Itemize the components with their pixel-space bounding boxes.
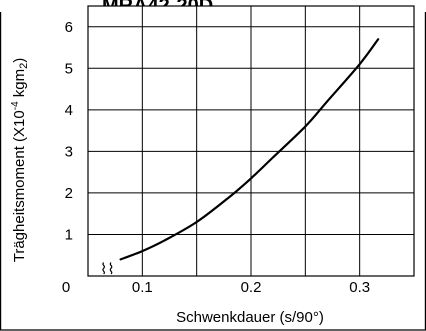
- y-tick-label: 3: [65, 143, 73, 160]
- series-line: [119, 38, 380, 261]
- y-tick-label: 1: [65, 226, 73, 243]
- y-axis-title: Trägheitsmoment (X10-4 kgm2): [10, 58, 30, 263]
- grid: [88, 6, 414, 276]
- y-tick-label: 4: [65, 102, 73, 119]
- x-tick-label: 0.2: [241, 279, 262, 296]
- y-axis-title-sub: 2: [18, 63, 30, 69]
- x-axis-title: Schwenkdauer (s/90°): [176, 309, 324, 326]
- x-origin-label: 0: [62, 279, 70, 296]
- x-tick-label: 0.1: [132, 279, 153, 296]
- y-axis-title-prefix: Trägheitsmoment (X10: [11, 110, 28, 262]
- x-tick-labels: 0.1 0.2 0.3: [132, 279, 370, 296]
- y-tick-label: 5: [65, 60, 73, 77]
- y-tick-label: 6: [65, 19, 73, 36]
- plot-border: [87, 5, 415, 277]
- y-tick-label: 2: [65, 185, 73, 202]
- y-tick-labels: 1 2 3 4 5 6: [65, 19, 73, 244]
- axis-break-mark: ⌇⌇: [100, 261, 115, 278]
- y-axis-title-suffix: kgm: [11, 69, 28, 102]
- y-axis-title-close: ): [11, 58, 28, 63]
- x-tick-label: 0.3: [349, 279, 370, 296]
- y-axis-title-exp: -4: [10, 101, 21, 110]
